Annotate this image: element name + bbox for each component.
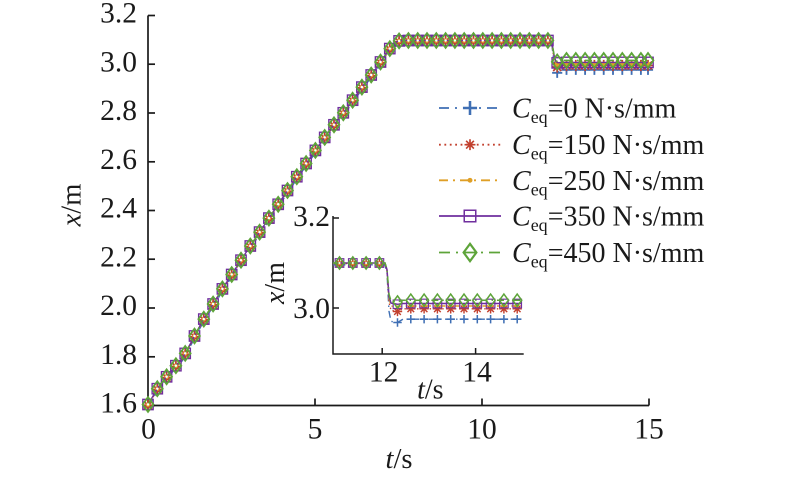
svg-text:x/m: x/m <box>260 262 291 305</box>
svg-text:14: 14 <box>462 357 492 389</box>
svg-text:12: 12 <box>369 357 399 389</box>
svg-text:2.2: 2.2 <box>100 241 137 273</box>
svg-text:3.0: 3.0 <box>100 47 137 79</box>
svg-text:2.4: 2.4 <box>100 193 137 225</box>
svg-text:2.6: 2.6 <box>100 144 137 176</box>
svg-text:0: 0 <box>141 414 156 446</box>
svg-text:1.8: 1.8 <box>100 339 137 371</box>
svg-text:10: 10 <box>467 414 497 446</box>
svg-text:3.2: 3.2 <box>293 201 330 233</box>
svg-text:t/s: t/s <box>417 375 443 406</box>
svg-text:3.2: 3.2 <box>100 0 137 30</box>
svg-text:x/m: x/m <box>57 184 88 228</box>
svg-text:1.6: 1.6 <box>100 388 137 420</box>
svg-text:Ceq=250 N·s/mm: Ceq=250 N·s/mm <box>512 166 704 200</box>
svg-text:Ceq=0 N·s/mm: Ceq=0 N·s/mm <box>512 94 676 128</box>
svg-text:Ceq=150 N·s/mm: Ceq=150 N·s/mm <box>512 130 704 164</box>
svg-text:2.8: 2.8 <box>100 95 137 127</box>
svg-text:Ceq=350 N·s/mm: Ceq=350 N·s/mm <box>512 202 704 236</box>
svg-text:t/s: t/s <box>386 444 413 475</box>
svg-text:3.0: 3.0 <box>293 293 330 325</box>
svg-text:5: 5 <box>308 414 323 446</box>
svg-text:2.0: 2.0 <box>100 290 137 322</box>
svg-text:15: 15 <box>634 414 664 446</box>
svg-text:Ceq=450 N·s/mm: Ceq=450 N·s/mm <box>512 238 704 272</box>
